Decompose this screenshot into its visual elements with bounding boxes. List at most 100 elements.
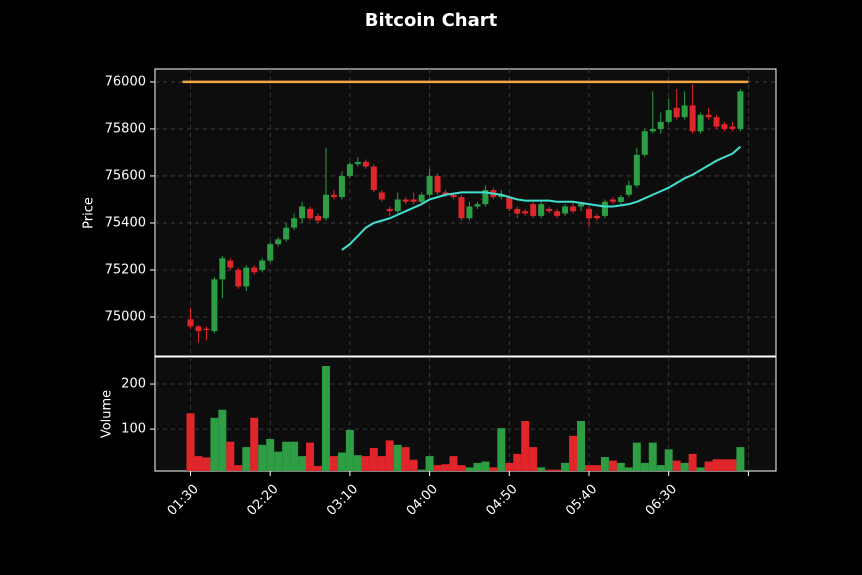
candle-body [593,215,600,219]
volume-bar [561,462,570,471]
volume-bar [529,447,538,471]
volume-bar [592,465,601,471]
candle-body [211,279,218,332]
candle-body [514,208,521,214]
candle-body [482,190,489,205]
candle-body [689,105,696,132]
candle-body [586,208,592,219]
volume-bar [401,447,410,471]
candle-body [283,227,290,240]
y-tick-label: 75400 [105,215,146,230]
candle-body [370,166,377,191]
volume-bar [377,456,386,471]
candle-body [601,201,608,216]
candle-body [649,128,656,132]
candle-body [617,197,624,202]
volume-bar [632,442,641,471]
volume-bar [497,428,506,471]
y-tick-label: 100 [121,422,146,437]
candle-body [275,239,282,245]
candle-body [609,199,616,202]
volume-bar [457,465,466,471]
volume-bar [600,457,609,471]
candle-body [227,260,234,268]
volume-bar [712,459,721,471]
candle-body [322,194,329,219]
volume-bar [720,459,729,471]
volume-bar [664,449,673,471]
volume-bar [282,441,291,471]
volume-bar [266,439,275,471]
volume-bar [585,465,593,471]
candle-body [195,326,202,332]
candle-body [354,161,361,165]
volume-bar [696,467,705,471]
y-tick-label: 76000 [105,74,146,89]
candle-body [713,117,720,127]
candle-body [450,194,457,198]
candle-body [498,194,505,198]
volume-bar [218,409,227,471]
candle-body [315,215,322,221]
volume-bar [648,442,657,471]
candle-body [251,267,258,273]
volume-bar [433,465,442,471]
volume-bar [481,461,490,471]
volume-bar [202,457,211,471]
volume-bar [545,469,554,471]
volume-bar [680,462,689,471]
volume-bar [353,455,362,471]
candle-body [307,208,314,219]
candle-body [338,175,345,198]
volume-bar [345,429,354,471]
candle-body [657,121,664,129]
candle-body [737,91,744,129]
volume-bar [489,467,498,471]
volume-bar [409,459,418,471]
volume-bar [329,456,338,471]
y-tick-label: 75200 [105,262,146,277]
volume-bar [505,462,514,471]
candle-body [219,258,226,280]
volume-bar [608,460,617,471]
candle-body [554,211,561,216]
volume-bar [250,417,259,471]
volume-bar [449,456,458,471]
candle-body [721,124,728,129]
candle-body [506,197,513,209]
candle-body [530,204,537,216]
volume-bar [274,451,283,471]
candle-body [442,192,449,195]
volume-bar [728,459,737,471]
y-tick-label: 75800 [105,121,146,136]
volume-bar [704,461,713,471]
volume-bar [441,464,450,471]
candle-body [578,204,585,207]
volume-bar [314,466,322,471]
volume-bar [521,420,530,471]
candle-body [259,260,266,270]
volume-bar [194,456,203,471]
volume-bar [640,462,649,471]
candle-body [386,208,393,212]
candle-body [570,206,577,212]
candle-body [267,244,274,261]
volume-bar [736,447,745,471]
candle-body [466,206,473,219]
volume-bar [577,420,585,471]
candle-body [474,204,481,207]
candle-body [458,197,465,219]
volume-bar [465,467,474,471]
candle-body [362,161,369,167]
volume-bar [513,453,522,471]
volume-bar [234,465,243,471]
y-tick-label: 75600 [105,168,146,183]
candle-body [665,110,672,122]
candle-body [705,114,712,118]
candle-body [434,175,441,193]
volume-bar [321,366,330,471]
volume-bar [656,465,665,471]
candle-body [681,105,688,118]
volume-bar [306,442,315,471]
chart-title: Bitcoin Chart [365,10,498,31]
